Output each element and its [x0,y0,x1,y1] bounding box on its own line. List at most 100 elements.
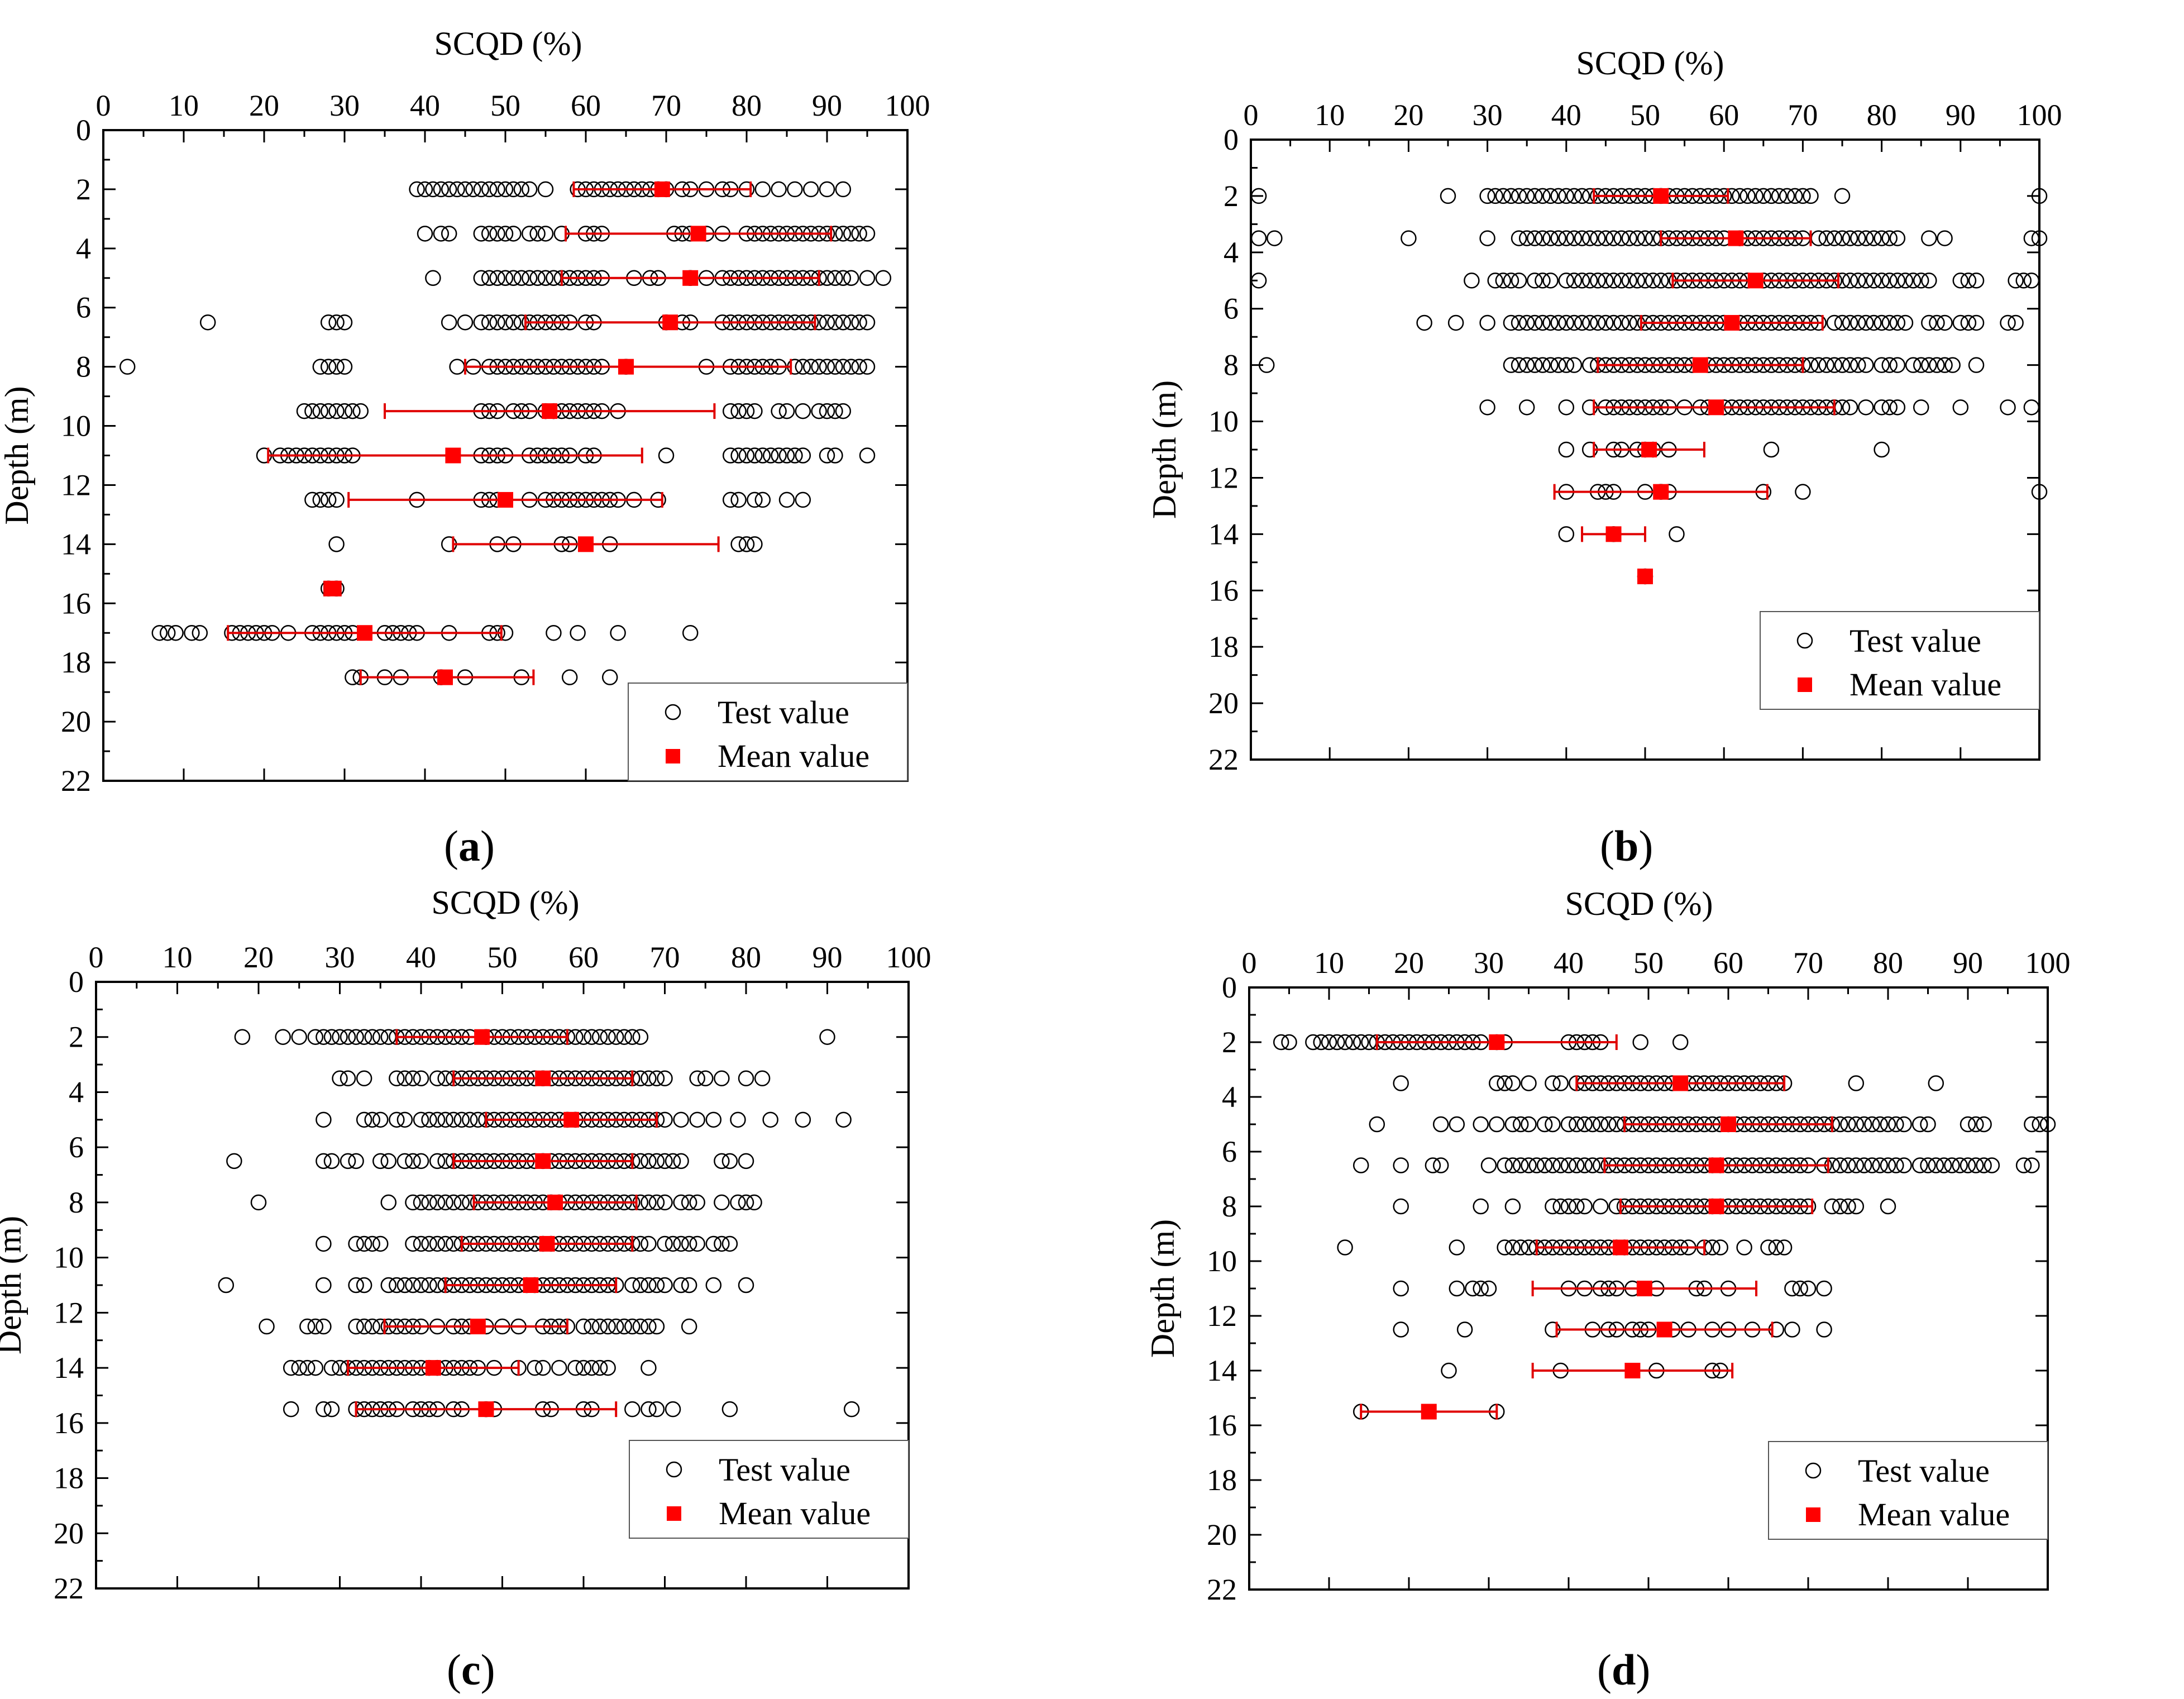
test-value-point [307,1359,324,1376]
test-value-point [1550,314,1566,331]
test-value-point [648,1153,665,1170]
test-value-point [259,1318,275,1335]
test-value-point [372,1235,389,1252]
mean-value-point [1489,1034,1505,1050]
test-value-point [421,1277,437,1294]
test-value-point [1250,273,1267,289]
test-value-point [481,314,498,331]
test-value-point [859,314,876,331]
test-value-point [1896,1116,1912,1133]
test-value-point [1834,230,1851,246]
test-value-point [819,181,835,198]
test-value-point [2032,1116,2048,1133]
test-value-point [835,181,852,198]
test-value-point [396,1277,413,1294]
test-value-point [356,1070,372,1087]
test-value-point [409,181,425,198]
test-value-point [1826,357,1843,373]
test-value-point [1479,399,1495,416]
test-value-point [323,1029,340,1045]
y-tick-label: 14 [1207,1354,1237,1387]
test-value-point [437,1153,453,1170]
test-value-point [681,1277,697,1294]
test-value-point [738,1070,754,1087]
test-value-point [762,1111,778,1128]
test-value-point [316,1235,332,1252]
mean-value-point [1605,526,1622,542]
test-value-point [437,1070,453,1087]
test-value-point [1566,314,1583,331]
y-tick-label: 8 [1224,349,1239,382]
test-value-point [1281,1034,1297,1051]
test-value-point [1881,399,1898,416]
test-value-point [1497,1157,1513,1173]
test-value-point [226,1153,242,1170]
test-value-point [802,181,819,198]
test-value-point [1504,1198,1521,1215]
test-value-point [291,1359,307,1376]
test-value-point [316,1277,332,1294]
test-value-point [1937,230,1953,246]
test-value-point [529,270,546,287]
test-value-point [1473,1116,1489,1133]
test-value-point [389,1111,405,1128]
test-value-point [754,447,771,464]
test-value-point [1976,1157,1992,1173]
test-value-point [787,447,803,464]
test-value-point [851,226,867,242]
test-value-point [1560,1157,1577,1173]
y-tick-label: 22 [54,1572,84,1605]
x-tick-label: 20 [249,89,279,122]
test-value-point [1518,399,1535,416]
test-value-point [673,1235,689,1252]
test-value-point [1874,273,1890,289]
test-value-point [1258,357,1275,373]
test-value-point [575,1318,592,1335]
test-value-point [1848,1075,1865,1091]
test-value-point [1888,1157,1904,1173]
y-tick-label: 16 [1207,1409,1237,1442]
test-value-point [441,226,457,242]
test-value-point [641,1318,657,1335]
test-value-point [473,270,490,287]
test-value-point [1952,1157,1968,1173]
test-value-point [1558,188,1575,204]
test-value-point [721,1401,738,1418]
test-value-point [1393,1321,1409,1338]
test-value-point [1542,273,1559,289]
mean-value-point [1653,484,1669,500]
test-value-point [1784,1280,1800,1297]
test-value-point [632,1277,649,1294]
legend-test-marker [666,1461,682,1478]
test-value-point [505,314,522,331]
test-value-point [1521,1116,1537,1133]
test-value-point [529,226,546,242]
test-value-point [184,624,200,641]
test-value-point [1449,1280,1465,1297]
mean-value-point [654,181,670,197]
test-value-point [1489,1075,1505,1091]
test-value-point [648,1194,665,1211]
test-value-point [1456,1321,1473,1338]
test-value-point [1449,1239,1465,1256]
test-value-point [1545,1075,1561,1091]
test-value-point [1569,1116,1585,1133]
test-value-point [1858,273,1874,289]
test-value-point [345,669,361,685]
x-tick-label: 10 [1314,946,1344,980]
x-tick-label: 0 [89,941,104,974]
test-value-point [1552,1198,1569,1215]
y-tick-label: 18 [1207,1463,1237,1497]
test-value-point [336,314,353,331]
test-value-point [648,1401,665,1418]
test-value-point [1574,230,1590,246]
test-value-point [304,403,321,419]
test-value-point [457,314,474,331]
test-value-point [665,1153,681,1170]
test-value-point [575,1359,592,1376]
test-value-point [747,403,763,419]
test-value-point [348,1277,364,1294]
test-value-point [1920,1116,1936,1133]
test-value-point [1704,1239,1721,1256]
